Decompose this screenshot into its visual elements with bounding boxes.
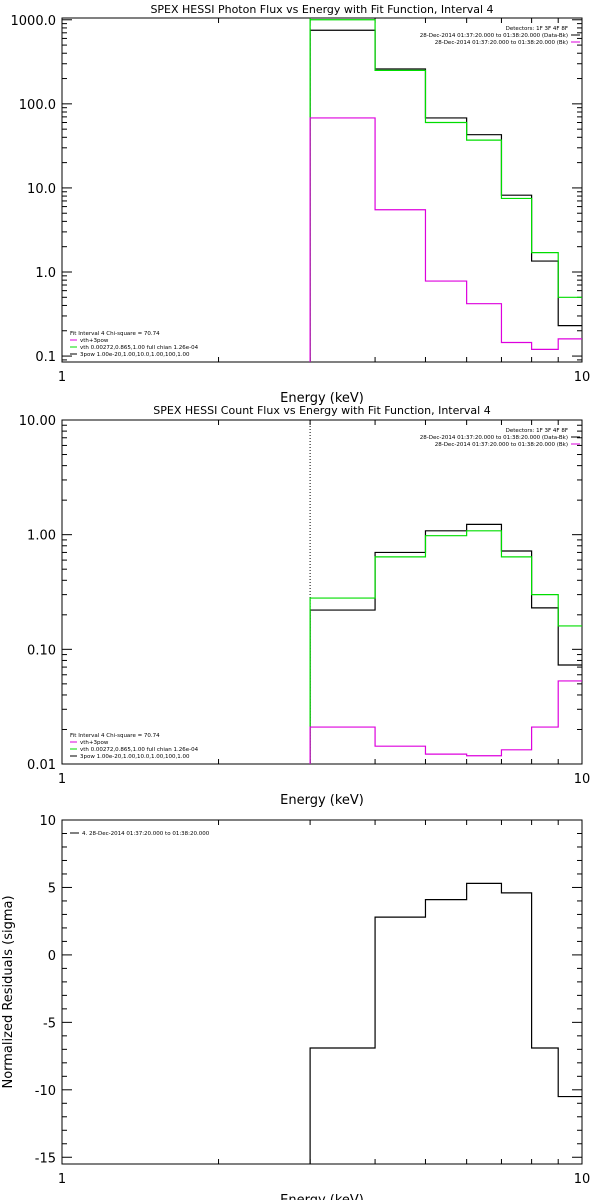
y-tick-label: -10 [35,1084,56,1099]
y-tick-label: -15 [35,1151,56,1166]
legend-entry: vth 0.00272,0.865,1.00 full chian 1.26e-… [80,345,199,351]
y-tick-label: 1.00 [27,529,56,544]
chart-panel-residuals: 1 10 Energy (keV) -15 -10 -5 0 5 10 Normalized Re… [1,814,590,1200]
chart-panel-count: SPEX HESSI Count Flux vs Energy with Fit… [19,404,590,808]
y-tick-label: 10.00 [19,414,56,429]
y-tick-label: 10 [39,814,56,829]
chart-title: SPEX HESSI Count Flux vs Energy with Fit… [153,404,490,417]
series-group [309,882,582,1164]
y-tick-label: 1000.0 [11,14,57,29]
series-line-black [309,29,582,362]
x-tick-label: 1 [58,370,66,385]
legend-entry: 3pow 1.00e-20,1.00,10.0,1.00,100,1.00 [80,352,190,358]
x-axis-label: Energy (keV) [280,1193,364,1200]
y-axis-label: Normalized Residuals (sigma) [1,895,16,1088]
x-tick-label: 10 [574,1172,591,1187]
plot-frame [61,17,583,363]
y-tick-label: 0.10 [27,643,56,658]
x-tick-label: 10 [574,772,591,787]
series-line-black [309,882,582,1164]
legend-entry: 4. 28-Dec-2014 01:37:20.000 to 01:38:20.… [82,831,210,837]
legend-entry: Fit Interval 4 Chi-square = 70.74 [70,331,160,337]
series-line-black [309,523,582,764]
x-tick-label: 10 [574,370,591,385]
x-tick-label: 1 [58,772,66,787]
legend-entry: Detectors: 1F 3F 4F 8F [506,428,568,434]
legend-entry: Detectors: 1F 3F 4F 8F [506,26,568,32]
y-tick-label: 10.0 [27,182,56,197]
chart-panel-photon: SPEX HESSI Photon Flux vs Energy with Fi… [11,3,591,406]
chart-title: SPEX HESSI Photon Flux vs Energy with Fi… [150,3,493,16]
y-tick-label: 0.01 [27,758,56,773]
legend-entry: 28-Dec-2014 01:37:20.000 to 01:38:20.000… [435,40,568,46]
legend-entry: Fit Interval 4 Chi-square = 70.74 [70,733,160,739]
plot-frame [61,819,583,1165]
series-group [309,19,582,362]
legend-entry: 3pow 1.00e-20,1.00,10.0,1.00,100,1.00 [80,754,190,760]
plot-frame [61,419,583,765]
legend-entry: 28-Dec-2014 01:37:20.000 to 01:38:20.000… [420,33,568,39]
legend-entry: vth+3pow [80,338,109,344]
legend-entry: 28-Dec-2014 01:37:20.000 to 01:38:20.000… [420,435,568,441]
series-line-magenta [309,680,582,764]
series-line-magenta [309,117,582,362]
x-tick-label: 1 [58,1172,66,1187]
legend-entry: vth 0.00272,0.865,1.00 full chian 1.26e-… [80,747,199,753]
legend-entry: 28-Dec-2014 01:37:20.000 to 01:38:20.000… [435,442,568,448]
series-group [309,523,582,764]
y-tick-label: 5 [48,881,56,896]
x-axis-label: Energy (keV) [280,391,364,406]
y-tick-label: 0 [48,949,56,964]
y-tick-label: -5 [43,1016,56,1031]
legend-entry: vth+3pow [80,740,109,746]
y-tick-label: 0.1 [35,350,56,365]
x-axis-label: Energy (keV) [280,793,364,808]
y-tick-label: 1.0 [35,266,56,281]
series-line-green [309,530,582,764]
series-line-green [309,19,582,362]
y-tick-label: 100.0 [19,98,56,113]
